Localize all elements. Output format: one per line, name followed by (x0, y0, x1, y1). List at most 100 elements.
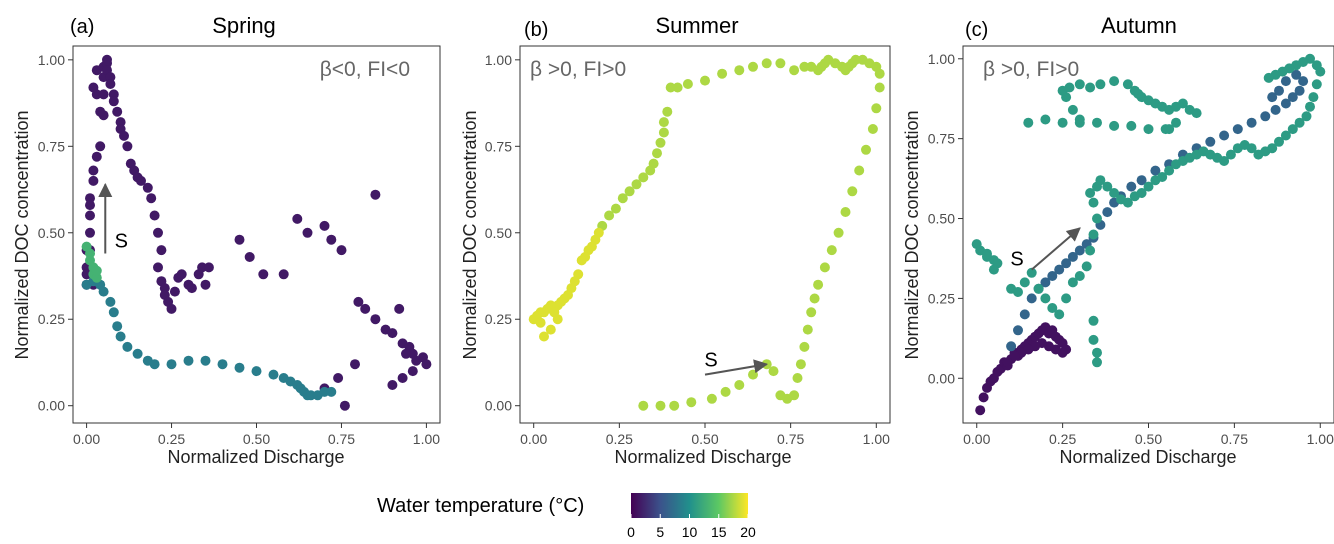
x-tick-label: 0.50 (1135, 431, 1162, 447)
data-point (1092, 117, 1102, 128)
data-point (854, 165, 865, 176)
data-point (1305, 101, 1315, 112)
data-point (792, 373, 803, 383)
x-tick-label: 1.00 (863, 431, 890, 447)
data-point (1033, 283, 1044, 294)
data-point (1232, 124, 1243, 135)
data-point (1085, 188, 1096, 198)
y-axis-label-a: Normalized DOC concentration (12, 110, 32, 359)
colorbar-tick-label: 15 (711, 524, 727, 539)
data-point (1023, 117, 1034, 128)
data-point (105, 79, 116, 89)
y-tick-label: 1.00 (38, 52, 65, 68)
data-point (421, 359, 432, 370)
data-point (1067, 104, 1078, 115)
y-axis-label-c: Normalized DOC concentration (902, 110, 922, 359)
data-point (1246, 117, 1257, 128)
data-point (149, 210, 160, 221)
panel-label-a: (a) (70, 16, 94, 38)
colorbar-title: Water temperature (°C) (377, 495, 584, 517)
y-axis-label-b: Normalized DOC concentration (460, 110, 480, 359)
data-point (1298, 76, 1309, 87)
data-point (1057, 117, 1068, 128)
data-point (200, 279, 211, 290)
data-point (1074, 245, 1085, 256)
data-point (292, 213, 303, 224)
data-point (819, 262, 830, 273)
data-point (1280, 76, 1291, 87)
data-point (1294, 85, 1305, 96)
data-point (251, 366, 262, 377)
data-point (88, 175, 99, 186)
data-point (706, 393, 717, 404)
panel-label-b: (b) (524, 19, 548, 41)
data-point (153, 227, 163, 238)
data-point (658, 127, 669, 138)
data-point (407, 366, 418, 377)
data-point (132, 348, 143, 359)
data-point (95, 141, 106, 152)
panel-title-summer: Summer (655, 13, 738, 38)
data-point (1270, 104, 1281, 115)
data-point (1040, 114, 1051, 125)
data-point (789, 390, 800, 401)
data-point (397, 373, 408, 383)
data-point (115, 331, 126, 342)
data-point (176, 269, 187, 280)
data-point (1126, 181, 1137, 192)
data-point (166, 359, 177, 370)
x-tick-label: 0.25 (158, 431, 185, 447)
data-point (360, 303, 371, 314)
data-point (105, 72, 116, 83)
data-point (102, 58, 112, 69)
y-tick-label: 0.75 (38, 138, 65, 154)
data-point (975, 405, 986, 416)
data-point (394, 303, 405, 314)
data-point (799, 61, 810, 72)
y-tick-label: 0.75 (928, 131, 955, 147)
colorbar-tick-label: 5 (656, 524, 664, 539)
data-point (333, 373, 344, 383)
colorbar-tick-label: 20 (740, 524, 756, 539)
data-point (545, 324, 556, 335)
y-tick-label: 1.00 (485, 52, 512, 68)
data-point (1095, 79, 1106, 90)
data-point (370, 189, 381, 200)
x-axis-label-b: Normalized Discharge (614, 447, 791, 467)
data-point (1047, 271, 1058, 281)
data-point (535, 317, 546, 328)
data-point (1061, 293, 1072, 304)
data-point (700, 75, 710, 86)
annotation-a: β<0, FI<0 (320, 58, 410, 81)
data-point (1205, 136, 1216, 147)
data-point (1109, 76, 1120, 87)
data-point (658, 117, 669, 128)
y-tick-label: 0.00 (928, 370, 955, 386)
data-point (387, 380, 398, 390)
y-tick-label: 0.25 (928, 290, 955, 306)
data-point (1143, 124, 1154, 135)
x-tick-label: 1.00 (413, 431, 440, 447)
x-tick-label: 1.00 (1307, 431, 1334, 447)
data-point (813, 279, 824, 290)
data-point (112, 321, 123, 332)
data-point (1067, 277, 1078, 288)
data-point (1092, 213, 1102, 224)
data-point (1054, 264, 1065, 275)
data-point (1006, 341, 1017, 352)
data-point (108, 307, 119, 318)
data-point (186, 283, 197, 294)
x-axis-label-c: Normalized Discharge (1059, 447, 1236, 467)
data-point (686, 397, 697, 408)
data-point (631, 179, 642, 190)
y-tick-label: 0.75 (485, 138, 512, 154)
data-point (169, 286, 180, 297)
data-point (1122, 197, 1133, 208)
data-point (748, 369, 758, 380)
y-tick-label: 0.50 (485, 225, 512, 241)
data-point (1109, 120, 1120, 131)
data-point (1040, 277, 1051, 288)
data-point (95, 106, 106, 117)
colorbar-gradient (631, 493, 748, 518)
data-point (136, 175, 146, 186)
